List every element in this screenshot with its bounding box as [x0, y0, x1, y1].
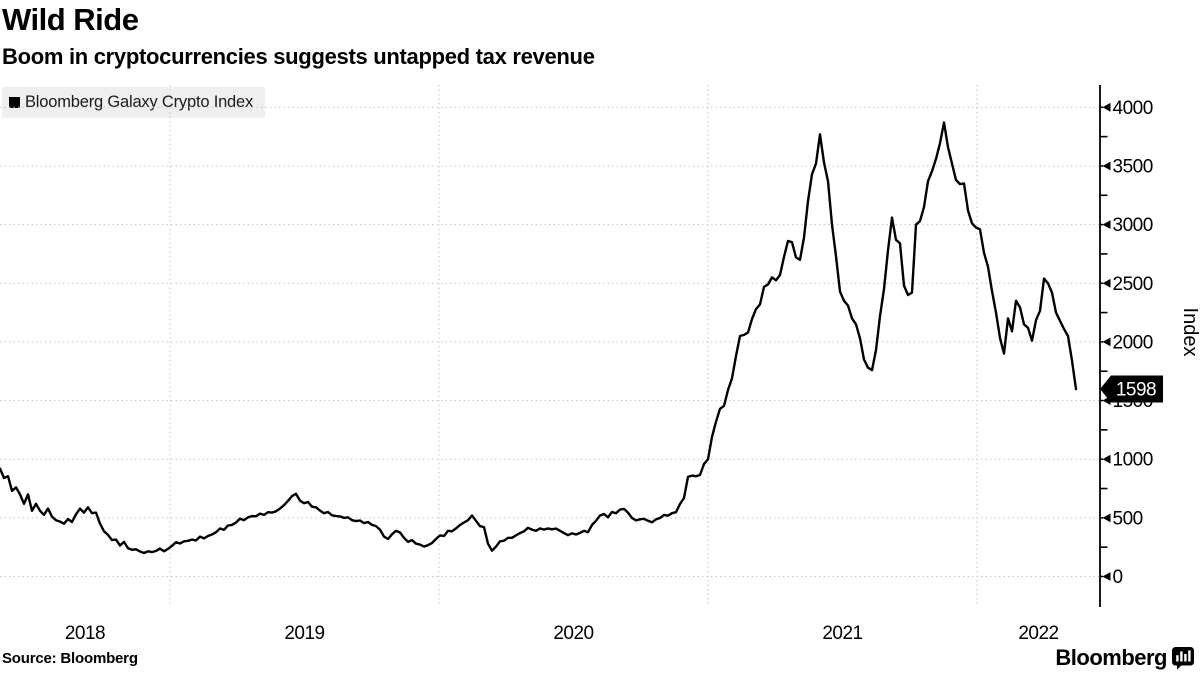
y-tick-arrow-icon — [1102, 513, 1111, 523]
bloomberg-logo-icon — [1172, 646, 1194, 669]
source-note: Source: Bloomberg — [2, 650, 138, 667]
x-tick-label: 2022 — [1018, 623, 1058, 644]
y-tick-label: 500 — [1113, 508, 1143, 529]
x-tick-label: 2019 — [284, 623, 324, 644]
series-line — [0, 121, 1078, 555]
x-tick-label: 2021 — [822, 623, 862, 644]
y-tick-label: 3500 — [1113, 156, 1153, 177]
legend-swatch-icon — [9, 97, 20, 108]
y-tick-label: 2000 — [1113, 332, 1153, 353]
y-tick-label: 4000 — [1113, 98, 1153, 119]
y-axis-title: Index — [1179, 308, 1200, 357]
page-title: Wild Ride — [2, 2, 139, 37]
legend-label: Bloomberg Galaxy Crypto Index — [25, 93, 254, 111]
y-tick-label: 0 — [1113, 567, 1123, 588]
y-tick-arrow-icon — [1102, 572, 1111, 581]
y-tick-arrow-icon — [1102, 102, 1111, 112]
y-tick-arrow-icon — [1102, 454, 1111, 464]
bloomberg-logo-text: Bloomberg — [1055, 645, 1167, 670]
y-tick-arrow-icon — [1102, 337, 1111, 347]
bloomberg-brand: Bloomberg — [1055, 645, 1194, 671]
last-value-tag — [1100, 375, 1163, 403]
legend: Bloomberg Galaxy Crypto Index — [2, 87, 266, 118]
last-value-label: 1598 — [1116, 380, 1156, 401]
x-tick-label: 2020 — [553, 623, 593, 644]
x-tick-label: 2018 — [65, 623, 105, 644]
y-tick-label: 2500 — [1113, 274, 1153, 295]
y-tick-label: 3000 — [1113, 215, 1153, 236]
page-subtitle: Boom in cryptocurrencies suggests untapp… — [2, 44, 595, 69]
y-tick-label: 1000 — [1113, 450, 1153, 471]
y-tick-arrow-icon — [1102, 161, 1111, 171]
y-tick-arrow-icon — [1102, 220, 1111, 229]
y-tick-arrow-icon — [1102, 278, 1111, 288]
